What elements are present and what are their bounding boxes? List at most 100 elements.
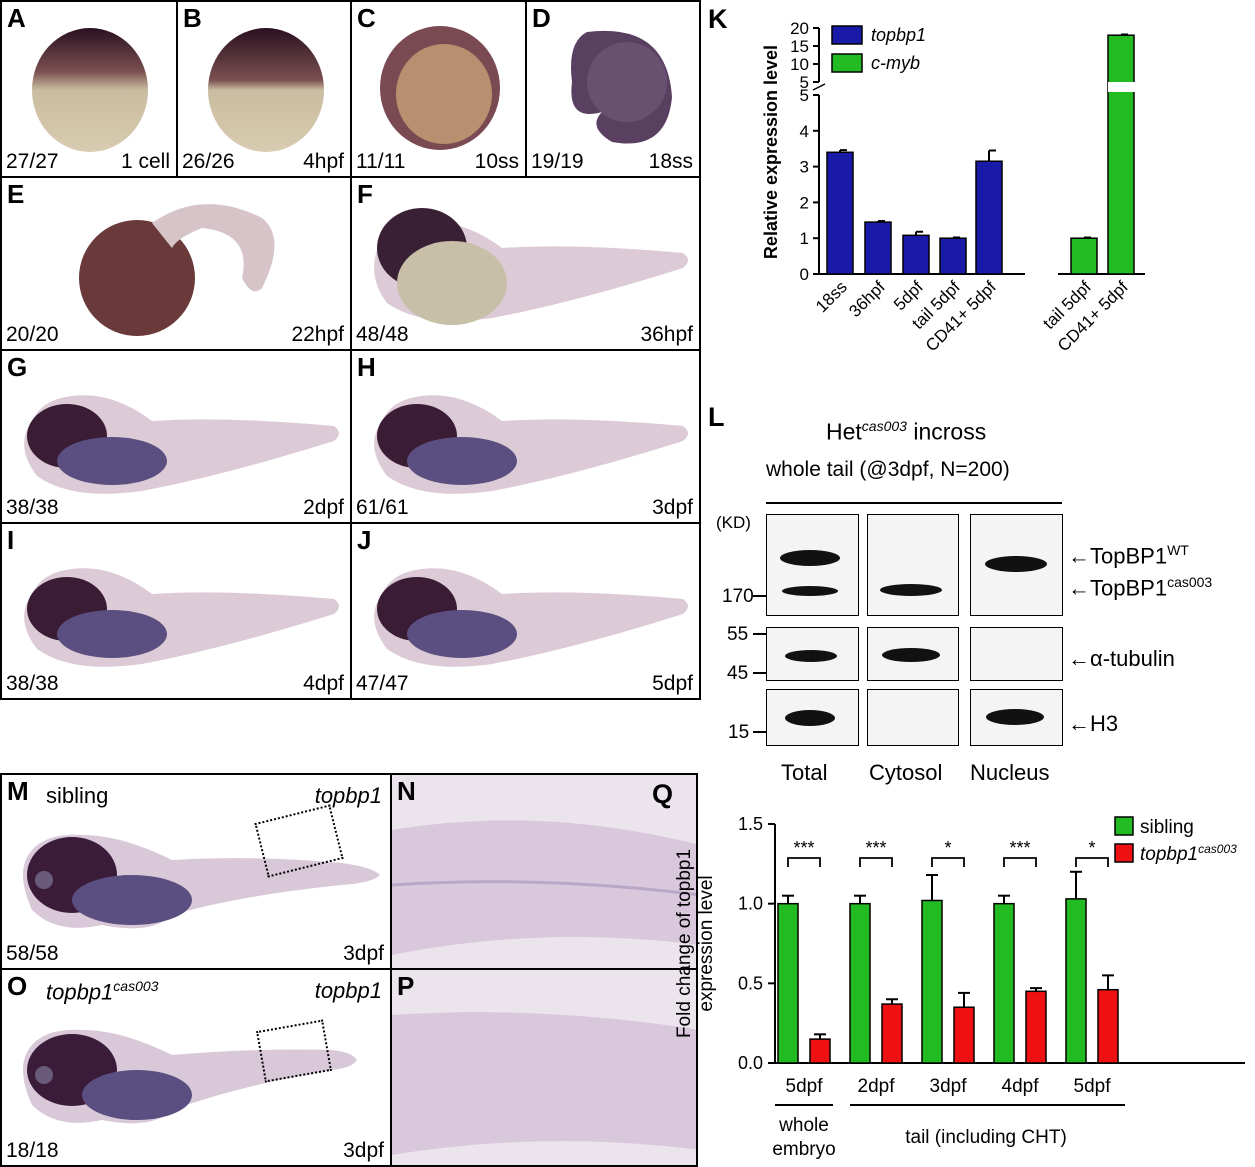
column-nucleus: Nucleus bbox=[970, 760, 1050, 785]
band-label-tubulin: ←α-tubulin bbox=[1068, 646, 1175, 671]
marker-15: 15 bbox=[728, 722, 750, 743]
significance-bracket bbox=[787, 857, 821, 867]
y-tick-label: 5 bbox=[800, 86, 809, 105]
panel-letter: G bbox=[7, 352, 28, 382]
blot-band bbox=[780, 550, 840, 566]
stage-label: 22hpf bbox=[291, 323, 344, 346]
blot-band bbox=[882, 648, 940, 662]
y-tick-label: 20 bbox=[790, 19, 809, 38]
panel-letter: A bbox=[7, 3, 26, 33]
panel-letter: O bbox=[7, 971, 28, 1001]
embryo-count: 26/26 bbox=[182, 150, 235, 173]
y-tick-label: 15 bbox=[790, 37, 809, 56]
embryo-count: 11/11 bbox=[356, 150, 406, 173]
embryo-count: 20/20 bbox=[6, 323, 59, 346]
panel-letter: H bbox=[357, 352, 376, 382]
marker-45: 45 bbox=[727, 663, 749, 684]
significance-stars: * bbox=[1088, 838, 1095, 858]
y-axis-label: Relative expression level bbox=[761, 45, 781, 259]
significance-stars: *** bbox=[793, 838, 814, 858]
y-tick-label: 5 bbox=[800, 73, 809, 92]
y-tick-label: 0.5 bbox=[738, 973, 763, 993]
column-cytosol: Cytosol bbox=[869, 760, 943, 785]
panel-n: N bbox=[390, 773, 698, 970]
bar-sibling bbox=[1065, 898, 1087, 1064]
blot-subtitle: whole tail (@3dpf, N=200) bbox=[766, 458, 1010, 481]
stage-label: 4hpf bbox=[303, 150, 344, 173]
bar-topbp1 bbox=[826, 151, 854, 275]
blot-band bbox=[986, 709, 1044, 725]
significance-stars: *** bbox=[865, 838, 886, 858]
marker-ticks bbox=[753, 595, 767, 733]
panel-letter: F bbox=[357, 179, 373, 209]
embryo-count: 38/38 bbox=[6, 672, 59, 695]
bar-mutant bbox=[953, 1006, 975, 1064]
panel-letter: M bbox=[7, 776, 29, 806]
embryo-image bbox=[380, 26, 500, 150]
stage-label: 10ss bbox=[474, 150, 519, 173]
x-tick-label: 3dpf bbox=[930, 1076, 968, 1097]
embryo-count: 58/58 bbox=[6, 942, 59, 965]
group-label-tail: tail (including CHT) bbox=[905, 1127, 1067, 1148]
panel-letter-k: K bbox=[708, 4, 728, 34]
significance-bracket bbox=[931, 857, 965, 867]
y-axis-label-line1: Fold change of topbp1 bbox=[674, 849, 695, 1038]
panel-e: E 20/20 22hpf bbox=[0, 176, 352, 351]
y-tick-label: 3 bbox=[800, 158, 809, 177]
column-total: Total bbox=[781, 760, 828, 785]
panel-letter: P bbox=[397, 971, 415, 1001]
y-tick-label: 0 bbox=[800, 265, 809, 284]
legend-swatch bbox=[1114, 843, 1134, 863]
embryo-count: 48/48 bbox=[356, 323, 409, 346]
embryo-image bbox=[374, 208, 688, 325]
y-tick-label: 10 bbox=[790, 55, 809, 74]
marker-170: 170 bbox=[722, 586, 754, 607]
blot-cell bbox=[867, 689, 959, 746]
embryo-count: 19/19 bbox=[531, 150, 584, 173]
bar-sibling bbox=[849, 902, 871, 1064]
stage-label: 3dpf bbox=[343, 942, 384, 965]
larva-image bbox=[23, 1029, 357, 1124]
bar-sibling bbox=[777, 902, 799, 1064]
probe-label: topbp1 bbox=[314, 978, 382, 1003]
y-tick-label: 1.5 bbox=[738, 814, 763, 834]
bar-sibling bbox=[921, 899, 943, 1064]
x-tick-label: 36hpf bbox=[845, 277, 889, 321]
x-tick-label: 18ss bbox=[812, 277, 851, 316]
panel-letter: C bbox=[357, 3, 376, 33]
embryo-image bbox=[374, 568, 688, 667]
bar-topbp1 bbox=[902, 234, 930, 275]
y-tick-label: 4 bbox=[800, 122, 809, 141]
embryo-image bbox=[32, 28, 148, 152]
x-tick-label: 4dpf bbox=[1002, 1076, 1040, 1097]
legend-label: topbp1 bbox=[871, 25, 926, 45]
embryo-image bbox=[24, 395, 339, 494]
stage-label: 4dpf bbox=[303, 672, 344, 695]
panel-c: C 11/11 10ss bbox=[350, 0, 527, 178]
panel-j: J 47/47 5dpf bbox=[350, 522, 701, 700]
significance-bracket bbox=[1075, 857, 1109, 867]
significance-stars: * bbox=[944, 838, 951, 858]
axis-break-gap bbox=[1108, 82, 1138, 92]
significance-stars: *** bbox=[1009, 838, 1030, 858]
legend-label-mutant: topbp1cas003 bbox=[1140, 842, 1237, 865]
panel-letter: N bbox=[397, 776, 416, 806]
bar-c-myb bbox=[1107, 34, 1135, 275]
embryo-image bbox=[374, 395, 688, 494]
embryo-image bbox=[571, 30, 672, 144]
panel-g: G 38/38 2dpf bbox=[0, 349, 352, 524]
panel-letter: I bbox=[7, 525, 15, 555]
genotype-label: topbp1cas003 bbox=[46, 978, 159, 1005]
group-label-whole: whole bbox=[778, 1115, 829, 1136]
panel-p: P bbox=[390, 968, 698, 1167]
panel-letter: E bbox=[7, 179, 25, 209]
bar-mutant bbox=[881, 1003, 903, 1064]
embryo-count: 18/18 bbox=[6, 1139, 59, 1162]
legend-swatch bbox=[1114, 816, 1134, 836]
panel-h: H 61/61 3dpf bbox=[350, 349, 701, 524]
stage-label: 1 cell bbox=[120, 150, 170, 173]
bar-sibling bbox=[993, 902, 1015, 1064]
embryo-count: 47/47 bbox=[356, 672, 409, 695]
blot-band bbox=[880, 584, 942, 596]
